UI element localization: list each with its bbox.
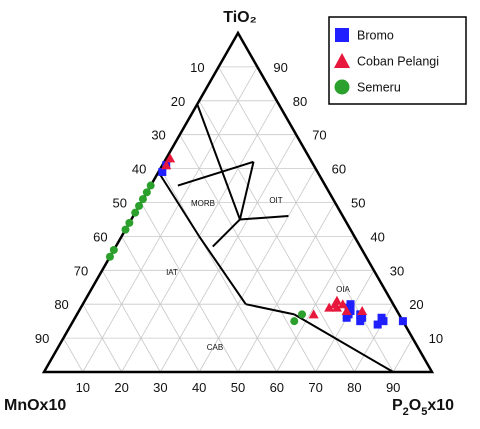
apex-top-label: TiO₂ — [223, 9, 256, 26]
boundary-MORB-OIT — [196, 103, 241, 220]
point-coban-pelangi — [165, 153, 176, 163]
boundary-IAT-MORB — [238, 161, 255, 220]
point-semeru — [290, 317, 299, 326]
point-coban-pelangi — [337, 299, 348, 309]
field-labels: MORB OIT IAT OIA CAB — [166, 196, 350, 352]
point-coban-pelangi — [308, 309, 319, 319]
point-coban-pelangi — [357, 305, 368, 315]
grid-line — [101, 270, 161, 373]
point-semeru — [298, 310, 307, 319]
tick-left-50: 50 — [113, 196, 127, 211]
boundary-IAT-MORB-upper — [177, 160, 254, 187]
tick-left-10: 10 — [190, 60, 204, 75]
point-bromo — [158, 167, 167, 176]
point-coban-pelangi — [331, 302, 342, 312]
point-semeru — [142, 188, 151, 197]
tick-right-40: 40 — [370, 229, 384, 244]
boundary-IAT-CAB — [198, 235, 247, 305]
point-bromo — [398, 317, 407, 326]
data-points — [105, 153, 407, 329]
grid-line — [82, 66, 258, 373]
point-bromo — [373, 320, 382, 329]
field-label-oit: OIT — [269, 196, 282, 205]
tick-right-50: 50 — [351, 196, 365, 211]
tick-left-90: 90 — [35, 331, 49, 346]
tick-right-60: 60 — [332, 162, 346, 177]
tick-left-30: 30 — [151, 128, 165, 143]
grid-line — [237, 202, 336, 373]
legend: Bromo Coban Pelangi Semeru — [328, 16, 467, 105]
boundary-left-edge-divider — [157, 171, 201, 237]
legend-marker-bromo — [335, 28, 349, 42]
tick-bottom-60: 60 — [270, 380, 284, 395]
legend-marker-coban-pelangi — [334, 53, 350, 68]
grid-line — [276, 236, 355, 373]
boundary-OIT-OIA — [212, 218, 241, 248]
tick-bottom-30: 30 — [153, 380, 167, 395]
tick-bottom-50: 50 — [231, 380, 245, 395]
grid-line — [160, 134, 297, 373]
grid-line — [63, 337, 84, 373]
grid-line — [82, 304, 122, 373]
tick-labels: 10 10 10 20 20 20 30 30 30 40 40 40 50 50 50 60 60 60 70 70… — [35, 60, 443, 395]
legend-box — [328, 16, 467, 105]
point-bromo — [342, 313, 351, 322]
legend-label-semeru: Semeru — [357, 81, 401, 95]
boundary-OIA-CAB — [245, 303, 295, 316]
tick-right-80: 80 — [293, 94, 307, 109]
apex-left-label: MnOx10 — [4, 397, 66, 414]
apex-labels: TiO₂ MnOx10 P2O5x10 — [4, 9, 454, 418]
legend-label-bromo: Bromo — [357, 29, 394, 43]
field-label-cab: CAB — [207, 343, 223, 352]
grid-line — [354, 304, 394, 373]
tick-right-90: 90 — [273, 60, 287, 75]
tick-right-30: 30 — [390, 263, 404, 278]
point-semeru — [135, 201, 144, 210]
tick-bottom-90: 90 — [386, 380, 400, 395]
apex-right-label: P2O5x10 — [392, 397, 454, 418]
tick-bottom-80: 80 — [347, 380, 361, 395]
tick-bottom-10: 10 — [76, 380, 90, 395]
field-label-iat: IAT — [166, 268, 178, 277]
point-semeru — [138, 195, 147, 204]
point-bromo — [356, 317, 365, 326]
grid-line — [392, 337, 413, 373]
point-coban-pelangi — [324, 302, 335, 312]
grid-line — [179, 134, 316, 373]
tick-left-20: 20 — [171, 94, 185, 109]
legend-label-coban-pelangi: Coban Pelangi — [357, 55, 439, 69]
point-semeru — [146, 181, 155, 190]
boundary-OIT-upper — [239, 215, 289, 221]
grid-line — [121, 236, 200, 373]
point-coban-pelangi — [341, 305, 352, 315]
tick-bottom-40: 40 — [192, 380, 206, 395]
field-label-morb: MORB — [191, 199, 215, 208]
tick-bottom-20: 20 — [114, 380, 128, 395]
tick-left-70: 70 — [74, 263, 88, 278]
tick-right-70: 70 — [312, 128, 326, 143]
point-semeru — [131, 208, 140, 217]
point-semeru — [125, 218, 134, 227]
boundary-CAB-OIA-base — [293, 313, 394, 373]
tick-left-40: 40 — [132, 162, 146, 177]
tick-right-20: 20 — [409, 297, 423, 312]
point-coban-pelangi — [161, 160, 172, 170]
grid-lines — [63, 66, 413, 373]
point-bromo — [379, 317, 388, 326]
tick-left-60: 60 — [93, 229, 107, 244]
tick-bottom-70: 70 — [308, 380, 322, 395]
point-semeru — [121, 225, 130, 234]
point-semeru — [109, 245, 118, 254]
tick-left-80: 80 — [54, 297, 68, 312]
tick-right-10: 10 — [429, 331, 443, 346]
grid-line — [140, 202, 239, 373]
legend-marker-semeru — [334, 79, 350, 95]
field-label-oia: OIA — [336, 285, 350, 294]
point-semeru — [105, 252, 114, 261]
field-boundaries — [157, 103, 394, 373]
